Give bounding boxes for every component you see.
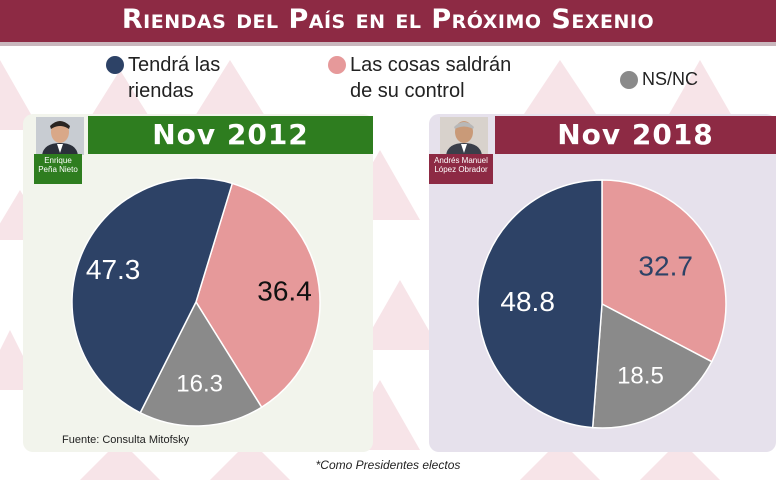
person-first-name-2018: Andrés Manuel [434,156,488,165]
data-label-nsnc: 18.5 [617,362,664,389]
pie-chart-2018: 32.7 18.5 48.8 [477,179,727,429]
legend-swatch-control [328,56,346,74]
panel-header-2012: Nov 2012 [88,116,373,154]
avatar-lopez-obrador [440,117,488,155]
avatar-pena-nieto [36,117,84,155]
data-label-control: 32.7 [638,251,693,282]
legend-label-control-line2: de su control [350,80,465,102]
pie-slice-riendas [477,179,603,429]
source-note: Fuente: Consulta Mitofsky [62,434,190,446]
person-label-2012: Enrique Peña Nieto [34,154,82,184]
title-banner [0,0,776,42]
person-last-name-2012: Peña Nieto [38,165,78,174]
data-label-control: 36.4 [257,275,312,306]
person-label-2018: Andrés Manuel López Obrador [429,154,493,184]
person-last-name-2018: López Obrador [434,165,488,174]
legend-label-riendas-line1: Tendrá las [128,54,221,76]
legend-label-riendas: Tendrá las riendas [128,52,220,104]
pie-slice-control [601,179,727,363]
data-label-riendas: 48.8 [500,286,554,317]
legend-label-riendas-line2: riendas [128,80,194,102]
pie-slice-nsnc [591,302,713,429]
footnote: *Como Presidentes electos [315,458,461,472]
data-label-riendas: 47.3 [86,254,141,285]
panel-header-2018: Nov 2018 [495,116,776,154]
pie-slice-nsnc [139,300,263,427]
legend-swatch-nsnc [620,71,638,89]
legend-swatch-riendas [106,56,124,74]
page-title: Riendas del País en el Próximo Sexenio [121,4,655,35]
legend-label-nsnc: NS/NC [642,69,699,89]
data-label-nsnc: 16.3 [176,370,223,397]
legend-label-control-line1: Las cosas saldrán [350,54,512,76]
legend-label-control: Las cosas saldrán de su control [350,52,511,104]
pie-chart-2012: 36.4 16.3 47.3 [71,177,321,427]
title-banner-shadow [0,42,776,46]
pie-slice-riendas [71,177,234,414]
person-first-name-2012: Enrique [44,156,72,165]
